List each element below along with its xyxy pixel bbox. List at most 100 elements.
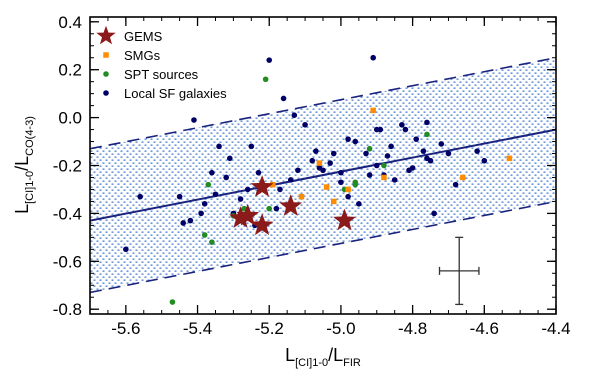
legend-marker-smgs <box>103 52 109 58</box>
local-sf-galaxies-point <box>391 177 398 183</box>
local-sf-galaxies-point <box>345 193 351 200</box>
local-sf-galaxies-point <box>237 196 244 202</box>
legend: GEMS SMGs SPT sources Local SF galaxies <box>96 25 227 101</box>
local-sf-galaxies-point <box>338 179 344 186</box>
local-sf-galaxies-point <box>373 126 380 133</box>
smgs-point <box>381 174 387 181</box>
spt-sources-point <box>366 145 373 152</box>
smgs-point <box>331 198 337 205</box>
local-sf-galaxies-point <box>413 136 420 142</box>
gems-point <box>279 194 303 216</box>
local-sf-galaxies-point <box>255 169 262 176</box>
spt-sources-point <box>381 162 387 169</box>
local-sf-galaxies-point <box>384 153 391 159</box>
plot-area <box>90 54 556 306</box>
local-sf-galaxies-point <box>216 143 222 150</box>
local-sf-galaxies-point <box>388 143 394 150</box>
x-tick-label: -5.4 <box>183 319 212 338</box>
local-sf-galaxies-point <box>273 205 280 212</box>
local-sf-galaxies-point <box>424 119 430 126</box>
smgs-point <box>316 160 323 166</box>
local-sf-galaxies-point <box>316 165 323 171</box>
local-sf-galaxies-point <box>209 169 215 176</box>
local-sf-galaxies-point <box>187 217 194 224</box>
local-sf-galaxies-point <box>409 165 416 171</box>
local-sf-galaxies-point <box>474 148 480 154</box>
x-axis-label: L[CI]1-0/LFIR <box>285 345 361 369</box>
local-sf-galaxies-point <box>327 160 333 166</box>
spt-sources-point <box>424 131 430 138</box>
local-sf-galaxies-point <box>180 220 186 226</box>
local-sf-galaxies-point <box>452 181 459 188</box>
x-tick-label: -5.0 <box>326 319 355 338</box>
local-sf-galaxies-point <box>330 150 337 157</box>
local-sf-galaxies-point <box>137 193 143 200</box>
spt-sources-point <box>201 232 208 238</box>
y-tick-label: -0.4 <box>53 204 82 223</box>
smgs-point <box>460 174 466 181</box>
gems-point <box>229 206 252 228</box>
gems-point <box>333 208 356 231</box>
local-sf-galaxies-point <box>309 157 316 164</box>
spt-sources-point <box>205 181 212 188</box>
legend-label-gems: GEMS <box>124 29 163 44</box>
y-tick-label: 0.0 <box>58 109 82 128</box>
smgs-point <box>345 186 351 193</box>
local-sf-galaxies-point <box>370 54 376 61</box>
local-sf-galaxies-point <box>402 126 409 133</box>
local-sf-galaxies-point <box>277 186 283 193</box>
local-sf-galaxies-point <box>438 141 445 147</box>
local-sf-galaxies-point <box>356 201 362 207</box>
local-sf-galaxies-point <box>212 191 219 198</box>
local-sf-galaxies-point <box>266 57 273 63</box>
spt-sources-point <box>352 179 359 186</box>
local-sf-galaxies-point <box>352 138 359 145</box>
local-sf-galaxies-point <box>366 172 373 178</box>
local-sf-galaxies-point <box>223 174 230 181</box>
local-sf-galaxies-point <box>244 186 251 193</box>
y-tick-label: 0.2 <box>58 61 82 80</box>
axis-tick-labels: -5.6 -5.4 -5.2 -5.0 -4.8 -4.6 -4.4 0.4 0.2 0.0 -0.… <box>53 13 571 338</box>
local-sf-galaxies-point <box>201 201 208 207</box>
legend-label-spt-sources: SPT sources <box>124 67 199 82</box>
spt-sources-point <box>209 239 215 245</box>
data-points <box>123 54 513 305</box>
local-sf-galaxies-point <box>191 117 197 123</box>
local-sf-galaxies-point <box>445 150 452 157</box>
local-sf-galaxies-point <box>420 148 427 154</box>
y-tick-label: -0.8 <box>53 300 82 319</box>
error-bar <box>438 236 480 306</box>
local-sf-galaxies-point <box>399 121 405 128</box>
band-upper-line <box>90 56 556 150</box>
local-sf-galaxies-point <box>291 112 298 119</box>
local-sf-galaxies-point <box>373 162 380 169</box>
spt-sources-point <box>169 299 176 305</box>
y-axis-label: L[CI]1-0/LCO(4-3) <box>12 116 36 214</box>
local-sf-galaxies-point <box>313 148 319 154</box>
smgs-point <box>298 193 305 200</box>
legend-label-local-sf-galaxies: Local SF galaxies <box>124 86 227 101</box>
x-tick-label: -4.8 <box>398 319 427 338</box>
local-sf-galaxies-point <box>345 136 351 142</box>
gems-point <box>250 175 274 197</box>
smgs-point <box>270 181 276 188</box>
legend-label-smgs: SMGs <box>124 48 161 63</box>
y-tick-label: -0.2 <box>53 157 82 176</box>
local-sf-galaxies-point <box>338 169 344 176</box>
band-lower-line <box>90 200 556 294</box>
axis-ticks <box>90 17 557 314</box>
local-sf-galaxies-point <box>302 121 308 128</box>
local-sf-galaxies-point <box>431 210 437 217</box>
local-sf-galaxies-point <box>176 193 183 200</box>
local-sf-galaxies-point <box>227 155 233 162</box>
x-tick-label: -5.6 <box>111 319 140 338</box>
spt-sources-point <box>262 76 269 83</box>
legend-marker-local-sf-galaxies <box>103 90 109 96</box>
local-sf-galaxies-point <box>280 95 287 102</box>
local-sf-galaxies-point <box>481 157 488 164</box>
spt-sources-point <box>266 205 273 212</box>
local-sf-galaxies-point <box>287 177 294 183</box>
gems-point <box>250 213 274 236</box>
y-tick-label: -0.6 <box>53 252 82 271</box>
